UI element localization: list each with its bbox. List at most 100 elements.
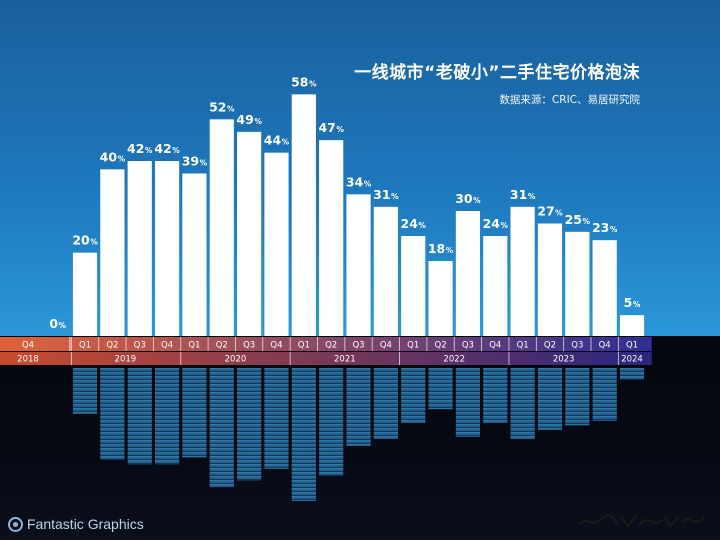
bar-reflection xyxy=(537,368,563,430)
bar xyxy=(619,315,645,336)
quarter-tick-label: Q2 xyxy=(216,341,228,351)
data-label: 49% xyxy=(236,112,262,127)
signature-icon xyxy=(578,514,706,528)
data-label: 24% xyxy=(483,216,509,231)
bar-reflection xyxy=(346,368,371,446)
bar xyxy=(455,211,481,336)
quarter-tick-label: Q2 xyxy=(435,341,447,351)
quarter-tick-label: Q3 xyxy=(352,341,364,351)
data-label: 18% xyxy=(428,241,454,256)
data-label: 40% xyxy=(100,149,126,164)
bar xyxy=(346,194,371,336)
quarter-tick-label: Q4 xyxy=(161,341,173,351)
brand-icon xyxy=(8,516,23,532)
chart-title: 一线城市“老破小”二手住宅价格泡沫 xyxy=(354,63,640,83)
bar-reflection xyxy=(401,368,426,423)
brand-logo: Fantastic Graphics xyxy=(8,516,144,532)
bar xyxy=(72,252,98,336)
quarter-tick-label: Q4 xyxy=(599,341,611,351)
data-label: 23% xyxy=(592,220,618,235)
bar xyxy=(291,94,316,336)
data-label: 27% xyxy=(537,204,563,219)
bar xyxy=(182,173,207,336)
quarter-tick-label: Q3 xyxy=(134,341,146,351)
data-label: 34% xyxy=(346,174,372,189)
bar xyxy=(127,161,152,336)
data-label: 39% xyxy=(182,154,208,169)
bar-reflection xyxy=(154,368,180,465)
quarter-tick-label: Q3 xyxy=(462,341,474,351)
bar-reflection xyxy=(319,368,344,476)
data-label: 24% xyxy=(401,216,427,231)
chart-source: 数据来源：CRIC、易居研究院 xyxy=(499,94,640,106)
data-label: 5% xyxy=(624,295,641,310)
year-tick-label: 2021 xyxy=(334,355,356,365)
bar-reflection xyxy=(209,368,234,488)
quarter-tick-label: Q1 xyxy=(517,341,529,351)
quarter-tick-label: Q1 xyxy=(626,341,638,351)
data-label: 31% xyxy=(373,187,399,202)
bar xyxy=(237,131,262,336)
bar-reflection xyxy=(592,368,617,421)
year-tick-label: 2023 xyxy=(553,355,575,365)
bar xyxy=(483,236,508,336)
bar-reflection xyxy=(428,368,453,410)
data-label: 31% xyxy=(510,187,536,202)
bar xyxy=(537,223,563,336)
title-block: 一线城市“老破小”二手住宅价格泡沫 数据来源：CRIC、易居研究院 xyxy=(354,58,640,107)
bar xyxy=(319,140,344,336)
data-label: 42% xyxy=(127,141,153,156)
bar xyxy=(510,206,535,336)
data-label: 52% xyxy=(209,99,235,114)
bar-reflection xyxy=(483,368,508,423)
quarter-tick-label: Q2 xyxy=(544,341,556,351)
quarter-tick-label: Q4 xyxy=(489,341,501,351)
bar-reflection xyxy=(619,368,645,380)
bar xyxy=(428,261,453,336)
bar-reflection xyxy=(291,368,316,501)
quarter-tick-label: Q1 xyxy=(79,341,91,351)
quarter-tick-label: Q4 xyxy=(22,341,34,351)
bar-reflection xyxy=(237,368,262,481)
bar xyxy=(401,236,426,336)
year-tick-label: 2018 xyxy=(17,355,39,365)
data-label: 25% xyxy=(565,212,591,227)
quarter-tick-label: Q2 xyxy=(106,341,118,351)
bar-reflection xyxy=(100,368,125,460)
bar-reflection xyxy=(455,368,481,437)
data-label: 20% xyxy=(72,233,98,248)
year-tick-label: 2020 xyxy=(225,355,247,365)
bar xyxy=(264,152,289,336)
year-tick-label: 2024 xyxy=(621,355,643,365)
bar-reflection xyxy=(373,368,398,440)
bar xyxy=(209,119,234,336)
bar-reflection xyxy=(127,368,152,465)
quarter-tick-label: Q1 xyxy=(407,341,419,351)
bar xyxy=(565,231,590,336)
quarter-tick-label: Q4 xyxy=(270,341,282,351)
year-tick-label: 2022 xyxy=(443,355,465,365)
quarter-tick-label: Q1 xyxy=(188,341,200,351)
bar xyxy=(100,169,125,336)
year-tick-label: 2019 xyxy=(115,355,137,365)
quarter-tick-label: Q3 xyxy=(571,341,583,351)
data-label: 30% xyxy=(455,191,481,206)
data-label: 44% xyxy=(264,133,290,148)
quarter-tick-label: Q4 xyxy=(380,341,392,351)
data-label: 58% xyxy=(291,74,317,89)
bar xyxy=(592,240,617,336)
bar xyxy=(154,161,180,336)
bar xyxy=(373,206,398,336)
data-label: 42% xyxy=(154,141,180,156)
bar-reflection xyxy=(565,368,590,426)
quarter-tick-label: Q2 xyxy=(325,341,337,351)
quarter-tick-label: Q3 xyxy=(243,341,255,351)
brand-name: Fantastic Graphics xyxy=(27,516,144,532)
bar-reflection xyxy=(182,368,207,458)
bar-reflection xyxy=(264,368,289,469)
bar-reflection xyxy=(510,368,535,440)
data-label: 47% xyxy=(318,120,344,135)
data-label: 0% xyxy=(49,316,66,331)
